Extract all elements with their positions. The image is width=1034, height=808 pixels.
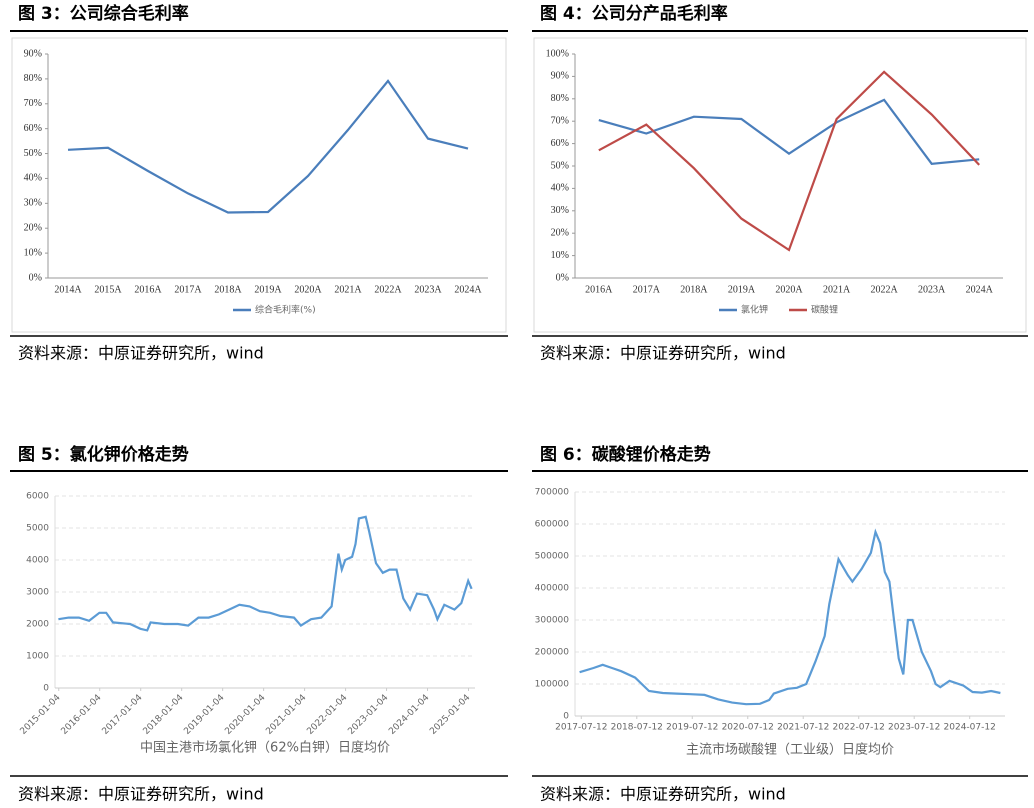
series-line	[58, 515, 473, 632]
x-tick-label: 2021-01-04	[264, 693, 308, 737]
y-tick-label: 100%	[546, 48, 569, 59]
y-tick-label: 70%	[551, 115, 569, 126]
x-axis-title: 中国主港市场氯化钾（62%白钾）日度均价	[140, 740, 390, 756]
y-tick-label: 600000	[535, 520, 570, 530]
x-tick-label: 2022A	[870, 284, 898, 295]
chart-frame	[11, 37, 507, 333]
x-tick-label: 2023A	[918, 284, 946, 295]
x-tick-label: 2016-01-04	[60, 693, 104, 737]
x-tick-label: 2016A	[585, 284, 613, 295]
legend-label: 综合毛利率(%)	[255, 304, 316, 316]
y-tick-label: 90%	[24, 48, 42, 59]
x-tick-label: 2019A	[254, 284, 282, 295]
x-tick-label: 2020-01-04	[223, 693, 267, 737]
x-tick-label: 2015A	[94, 284, 122, 295]
source: 资料来源：中原证券研究所，wind	[540, 785, 786, 804]
x-tick-label: 2021-07-12	[777, 723, 829, 733]
y-tick-label: 1000	[26, 652, 49, 662]
y-tick-label: 300000	[535, 616, 570, 626]
x-tick-label: 2023-01-04	[346, 693, 390, 737]
x-tick-label: 2024A	[454, 284, 482, 295]
x-tick-label: 2022-01-04	[305, 693, 349, 737]
figure-title: 图 6：碳酸锂价格走势	[540, 444, 711, 465]
y-tick-label: 4000	[26, 556, 49, 566]
y-tick-label: 400000	[535, 584, 570, 594]
series-line	[67, 79, 469, 214]
y-tick-label: 3000	[26, 588, 49, 598]
x-tick-label: 2017-01-04	[101, 693, 145, 737]
x-tick-label: 2017A	[174, 284, 202, 295]
x-tick-label: 2019A	[728, 284, 756, 295]
x-tick-label: 2019-01-04	[182, 693, 226, 737]
y-tick-label: 90%	[551, 71, 569, 82]
y-tick-label: 80%	[551, 93, 569, 104]
y-tick-label: 700000	[535, 488, 570, 498]
x-tick-label: 2014A	[54, 284, 82, 295]
x-tick-label: 2015-01-04	[19, 693, 63, 737]
y-tick-label: 5000	[26, 524, 49, 534]
y-tick-label: 0%	[556, 272, 569, 283]
y-tick-label: 50%	[24, 148, 42, 159]
x-tick-label: 2025-01-04	[428, 693, 472, 737]
x-tick-label: 2023A	[414, 284, 442, 295]
x-tick-label: 2020A	[775, 284, 803, 295]
x-tick-label: 2019-07-12	[666, 723, 718, 733]
figure-title: 图 5：氯化钾价格走势	[18, 444, 189, 465]
series-line	[598, 98, 980, 165]
x-tick-label: 2020A	[294, 284, 322, 295]
x-tick-label: 2024-07-12	[944, 723, 996, 733]
source: 资料来源：中原证券研究所，wind	[18, 344, 264, 363]
x-tick-label: 2017A	[633, 284, 661, 295]
x-axis-title: 主流市场碳酸锂（工业级）日度均价	[686, 742, 894, 758]
y-tick-label: 10%	[24, 247, 42, 258]
x-tick-label: 2022A	[374, 284, 402, 295]
y-tick-label: 0	[563, 712, 569, 722]
y-tick-label: 60%	[24, 123, 42, 134]
y-tick-label: 0	[43, 684, 49, 694]
y-tick-label: 500000	[535, 552, 570, 562]
y-tick-label: 70%	[24, 98, 42, 109]
x-tick-label: 2018-01-04	[142, 693, 186, 737]
series-line	[598, 70, 981, 252]
x-tick-label: 2018A	[214, 284, 242, 295]
y-tick-label: 40%	[551, 183, 569, 194]
x-tick-label: 2018A	[680, 284, 708, 295]
y-tick-label: 100000	[535, 680, 570, 690]
x-tick-label: 2021A	[334, 284, 362, 295]
figure-title: 图 3：公司综合毛利率	[18, 3, 189, 24]
legend-label: 氯化钾	[741, 304, 768, 316]
y-tick-label: 6000	[26, 492, 49, 502]
x-tick-label: 2022-07-12	[833, 723, 885, 733]
series-line	[579, 528, 1001, 706]
y-tick-label: 0%	[29, 272, 42, 283]
y-tick-label: 10%	[551, 250, 569, 261]
x-tick-label: 2018-07-12	[611, 723, 663, 733]
x-tick-label: 2024-01-04	[387, 693, 431, 737]
y-tick-label: 20%	[551, 227, 569, 238]
x-tick-label: 2016A	[134, 284, 162, 295]
y-tick-label: 40%	[24, 173, 42, 184]
source: 资料来源：中原证券研究所，wind	[18, 785, 264, 804]
x-tick-label: 2020-07-12	[722, 723, 774, 733]
x-tick-label: 2017-07-12	[555, 723, 607, 733]
y-tick-label: 60%	[551, 138, 569, 149]
legend-label: 碳酸锂	[811, 304, 838, 316]
y-tick-label: 20%	[24, 223, 42, 234]
x-tick-label: 2024A	[966, 284, 994, 295]
y-tick-label: 50%	[551, 160, 569, 171]
x-tick-label: 2021A	[823, 284, 851, 295]
x-tick-label: 2023-07-12	[888, 723, 940, 733]
y-tick-label: 80%	[24, 73, 42, 84]
chart-frame	[533, 37, 1027, 333]
y-tick-label: 2000	[26, 620, 49, 630]
source: 资料来源：中原证券研究所，wind	[540, 344, 786, 363]
figure-title: 图 4：公司分产品毛利率	[540, 3, 728, 24]
y-tick-label: 30%	[551, 205, 569, 216]
y-tick-label: 200000	[535, 648, 570, 658]
y-tick-label: 30%	[24, 198, 42, 209]
